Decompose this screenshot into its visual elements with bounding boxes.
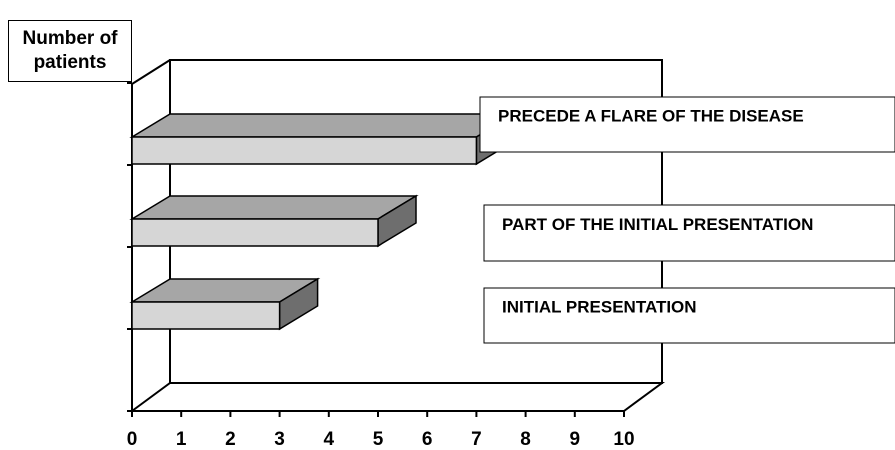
category-label-text: PRECEDE A FLARE OF THE DISEASE xyxy=(498,107,804,126)
x-tick-label: 4 xyxy=(324,429,335,450)
bar xyxy=(129,277,321,331)
y-axis-label: Number of patients xyxy=(8,20,132,82)
y-axis-label-text: Number of patients xyxy=(22,28,118,73)
x-tick-label: 2 xyxy=(225,429,236,450)
bar-front xyxy=(131,301,281,330)
x-tick-label: 1 xyxy=(176,429,187,450)
bar-top xyxy=(129,113,518,138)
category-label-text: PART OF THE INITIAL PRESENTATION xyxy=(502,215,813,234)
bar-front xyxy=(131,136,478,165)
category-label: PART OF THE INITIAL PRESENTATION xyxy=(483,204,895,262)
bars-group xyxy=(129,112,518,331)
category-labels: PRECEDE A FLARE OF THE DISEASE PART OF TH… xyxy=(479,96,895,344)
x-tick-label: 5 xyxy=(373,429,384,450)
x-tick-label: 9 xyxy=(570,429,581,450)
x-tick-label: 10 xyxy=(613,429,634,450)
x-tick-label: 6 xyxy=(422,429,433,450)
category-label-box xyxy=(483,204,895,262)
bar xyxy=(129,112,518,166)
x-tick-label: 0 xyxy=(127,429,138,450)
x-tick-labels: 0 1 2 3 4 5 6 7 8 9 10 xyxy=(127,429,635,450)
category-label-box xyxy=(483,287,895,344)
category-label: PRECEDE A FLARE OF THE DISEASE xyxy=(479,96,895,153)
x-tick-label: 3 xyxy=(274,429,285,450)
chart-left-top-edge xyxy=(131,59,171,85)
bar-front xyxy=(131,218,379,247)
bar-top xyxy=(129,195,419,220)
category-label-text: INITIAL PRESENTATION xyxy=(502,298,697,317)
category-label: INITIAL PRESENTATION xyxy=(483,287,895,344)
x-tick-label: 8 xyxy=(520,429,531,450)
bar xyxy=(129,194,419,248)
category-label-box xyxy=(479,96,895,153)
x-tick-label: 7 xyxy=(471,429,482,450)
chart-floor xyxy=(128,382,666,412)
